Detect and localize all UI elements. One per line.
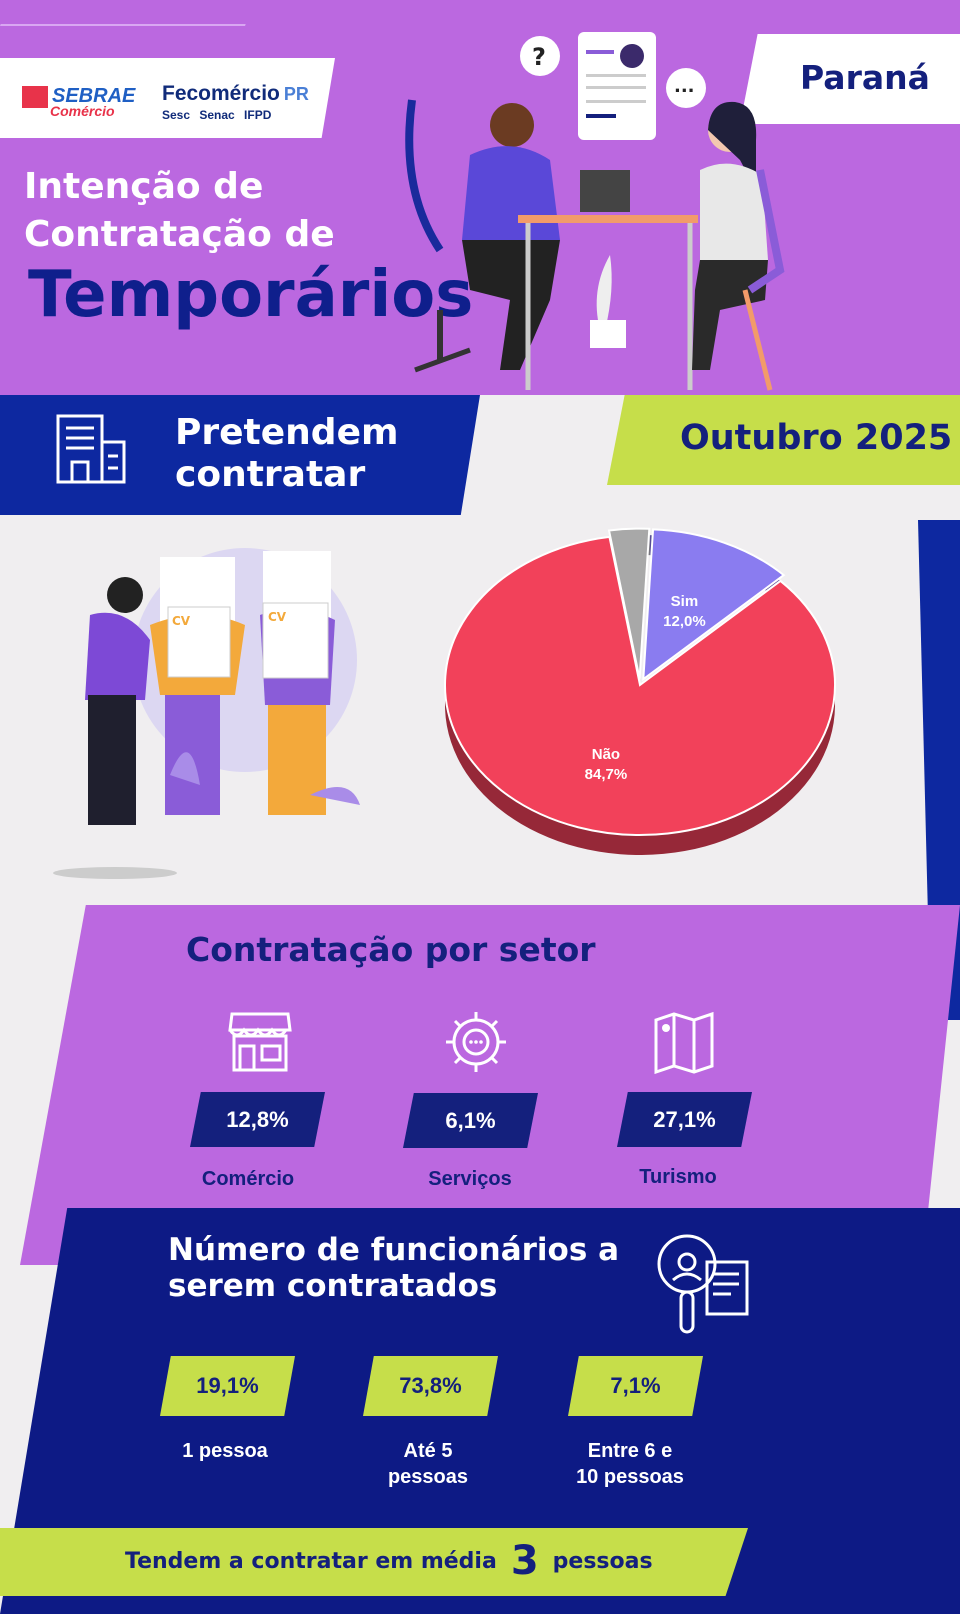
map-icon <box>654 1011 714 1074</box>
survey-date: Outubro 2025 <box>680 418 953 458</box>
svg-text:...: ... <box>674 76 695 97</box>
sector-title: Contratação por setor <box>186 930 596 969</box>
sector-label-servicos: Serviços <box>428 1168 512 1190</box>
cv-illustration: CV CV <box>53 548 360 879</box>
sector-value-comercio: 12,8% <box>190 1092 325 1147</box>
svg-text:?: ? <box>532 43 546 71</box>
sector-panel <box>20 905 960 1265</box>
search-document-icon <box>657 1234 749 1334</box>
employees-title: Número de funcionários a serem contratad… <box>168 1232 620 1304</box>
employees-value-1: 19,1% <box>160 1356 295 1416</box>
sector-value-servicos: 6,1% <box>403 1093 538 1148</box>
intent-heading: Pretendem contratar <box>175 412 399 495</box>
state-box <box>740 34 960 124</box>
average-suffix: pessoas <box>552 1548 653 1574</box>
sebrae-logo: SEBRAE <box>52 85 136 107</box>
pie-slice-n-o-sabe <box>607 527 651 679</box>
logo-box <box>0 58 335 138</box>
employees-value-3: 7,1% <box>568 1356 703 1416</box>
pie-value-n-o: 84,7% <box>585 766 628 783</box>
page-title-main: Temporários <box>28 258 474 332</box>
sector-value-turismo: 27,1% <box>617 1092 752 1147</box>
gear-chat-icon <box>446 1012 506 1072</box>
storefront-icon <box>228 1012 292 1072</box>
date-box <box>607 395 960 485</box>
employees-label-3: Entre 6 e 10 pessoas <box>576 1440 684 1488</box>
pie-value-sim: 12,0% <box>663 613 706 630</box>
pie-slices <box>444 527 836 855</box>
average-statement: Tendem a contratar em média 3 pessoas <box>125 1538 653 1584</box>
average-number: 3 <box>510 1538 539 1584</box>
fecomercio-logo: Fecomércio PR <box>162 82 309 105</box>
svg-text:CV: CV <box>268 610 287 624</box>
pie-slice-n-o <box>444 535 836 836</box>
sebrae-logo-sub: Comércio <box>50 103 115 119</box>
employees-label-1: 1 pessoa <box>182 1440 268 1462</box>
building-icon <box>56 414 126 484</box>
svg-text:CV: CV <box>172 614 191 628</box>
sector-label-comercio: Comércio <box>201 1168 295 1190</box>
average-prefix: Tendem a contratar em média <box>125 1548 497 1574</box>
state-label: Paraná <box>800 58 930 97</box>
employees-label-2: Até 5 pessoas <box>387 1440 469 1488</box>
sebrae-logo-mark <box>22 86 48 108</box>
page-title-top: Intenção de Contratação de <box>24 166 335 255</box>
average-box <box>0 1528 748 1596</box>
pie-slice-sim <box>642 528 786 682</box>
employees-value-2: 73,8% <box>363 1356 498 1416</box>
fecomercio-logo-sub: Sesc Senac IFPD <box>162 108 272 122</box>
pie-label-n-o: Não <box>592 746 620 763</box>
pie-label-sim: Sim <box>671 593 699 610</box>
sector-label-turismo: Turismo <box>639 1166 717 1188</box>
interview-illustration: ? ... <box>405 32 785 391</box>
